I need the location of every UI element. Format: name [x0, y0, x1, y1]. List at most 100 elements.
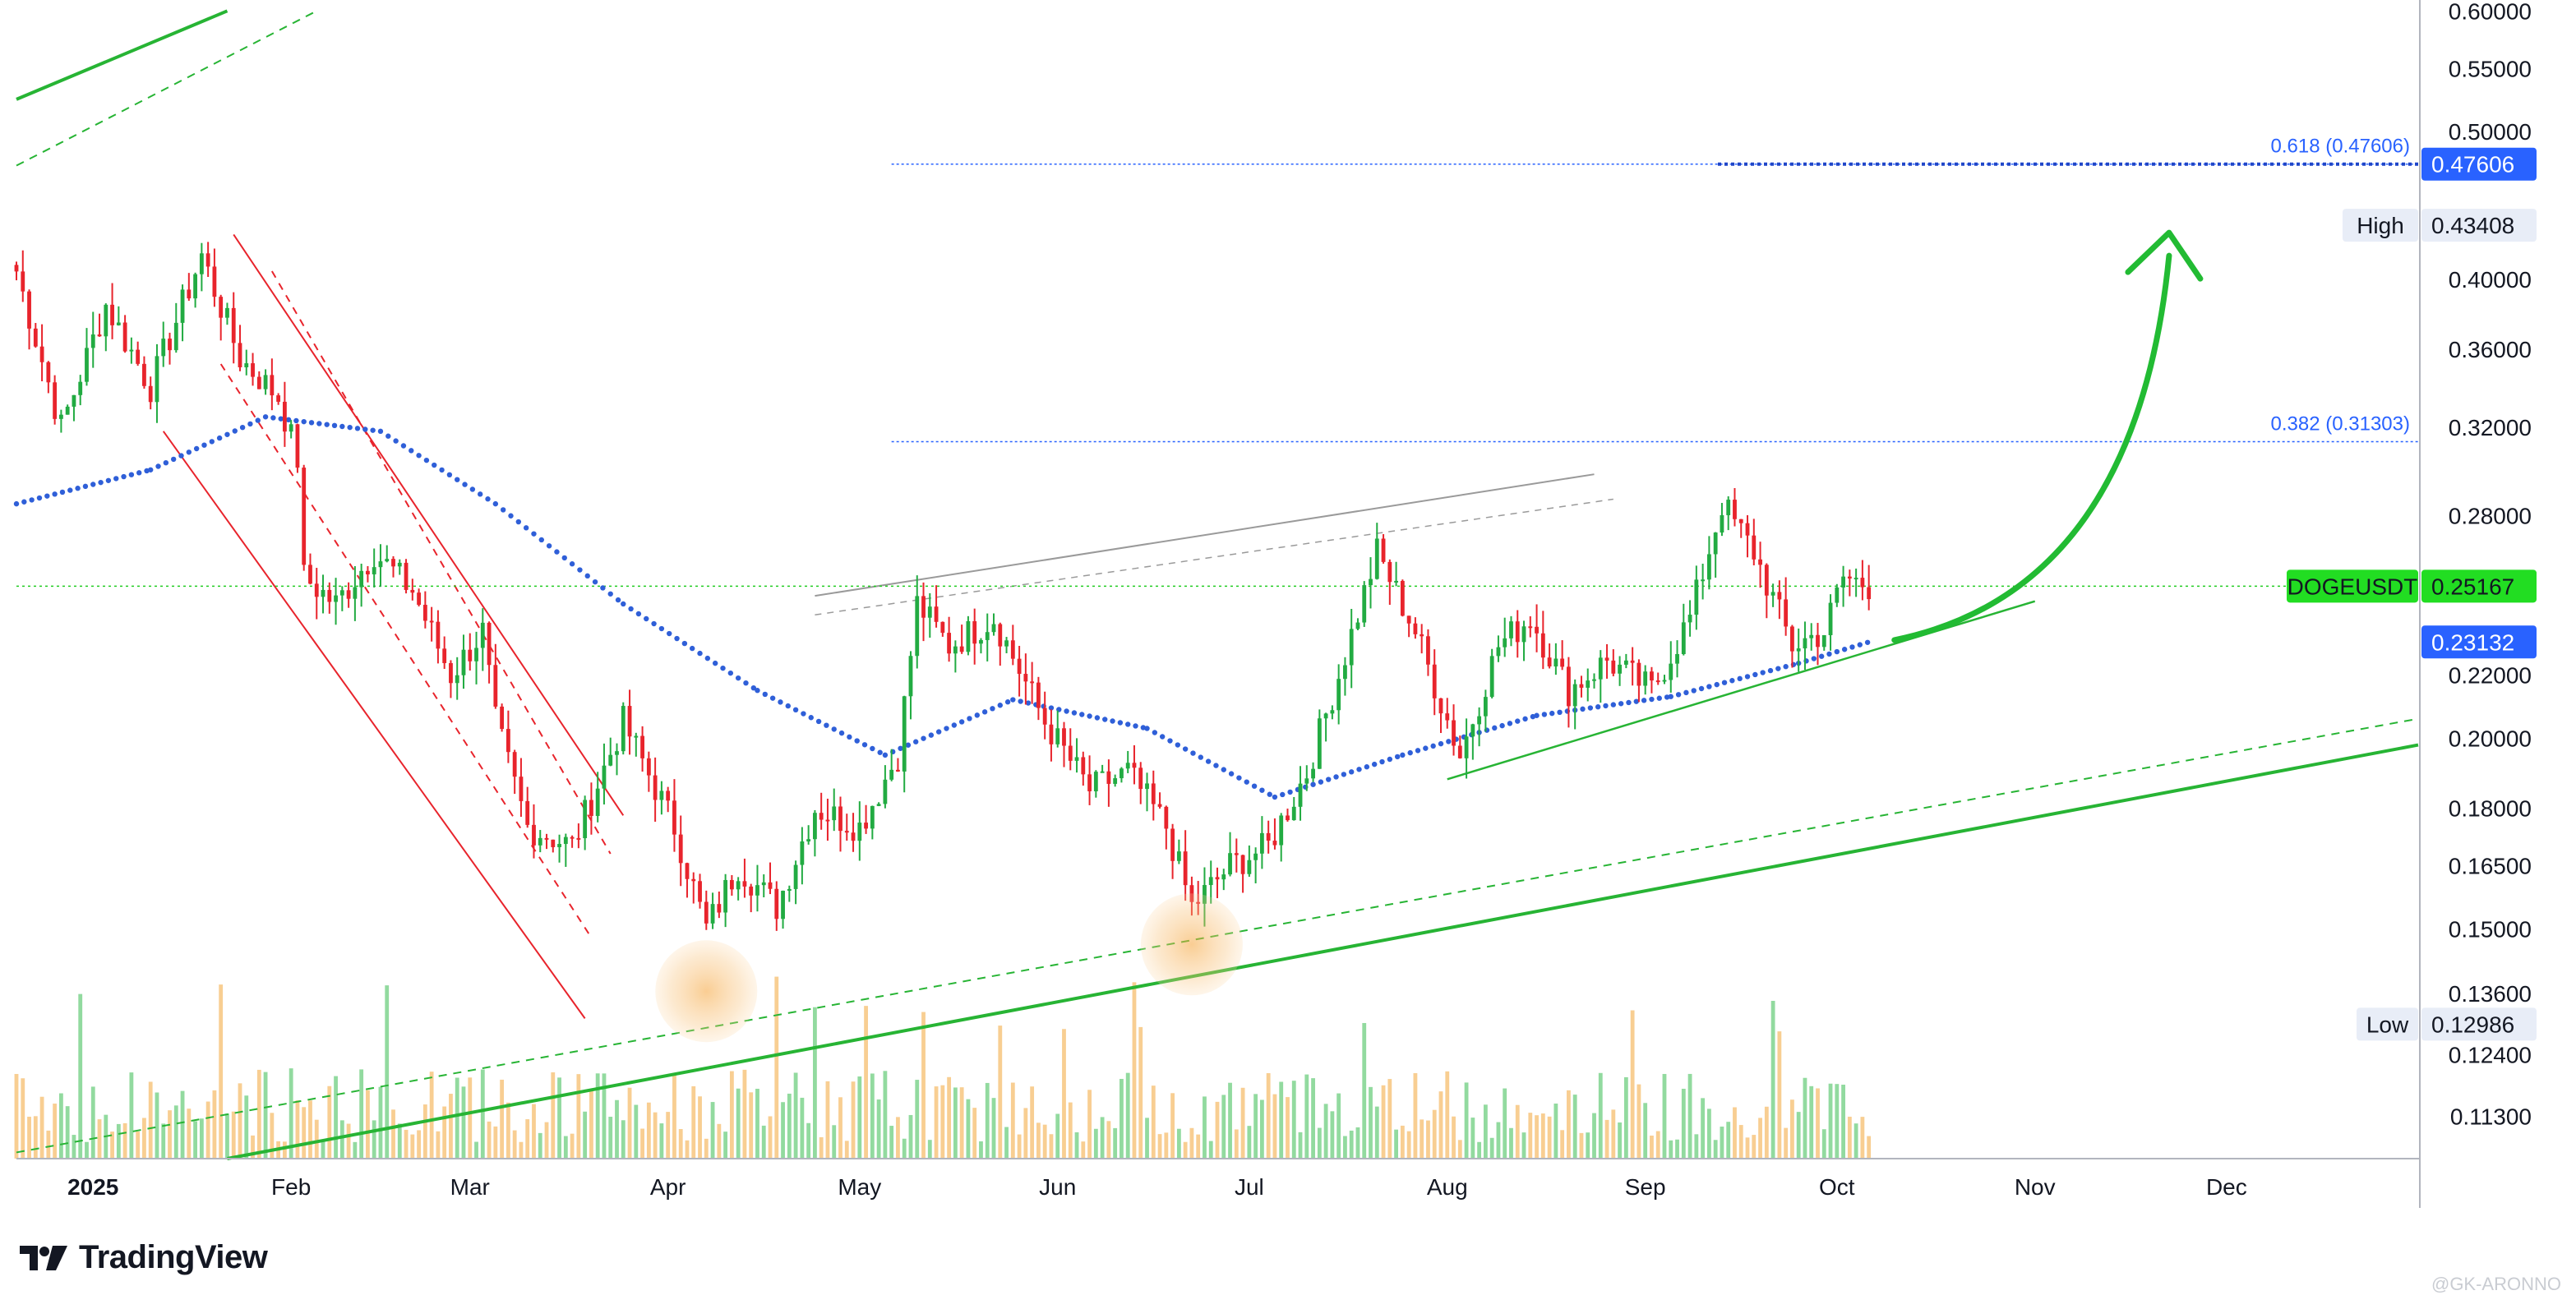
candle-body: [589, 800, 593, 816]
moving-average-dot: [735, 675, 741, 681]
candle-body: [1598, 657, 1603, 680]
moving-average-dot: [500, 507, 506, 513]
candle-body: [1681, 622, 1686, 655]
volume-bar: [442, 1106, 447, 1159]
volume-bar: [761, 1125, 766, 1159]
volume-bar: [1611, 1109, 1616, 1159]
moving-average-dot: [801, 711, 806, 717]
volume-bar: [1208, 1141, 1213, 1159]
candle-body: [14, 265, 19, 272]
volume-bar: [1650, 1135, 1654, 1159]
moving-average-dot: [808, 715, 814, 721]
volume-bar: [1330, 1111, 1335, 1159]
moving-average-dot: [1356, 767, 1362, 772]
time-tick-label: Sep: [1625, 1174, 1666, 1200]
volume-bar: [1470, 1118, 1475, 1159]
candle-body: [1687, 615, 1692, 623]
volume-bar: [678, 1129, 683, 1159]
volume-bar: [1483, 1104, 1488, 1159]
volume-bar: [1598, 1072, 1603, 1159]
moving-average-dot: [147, 467, 154, 472]
volume-bar: [1286, 1097, 1290, 1159]
candle-body: [148, 385, 153, 403]
candle-body: [723, 879, 728, 913]
volume-bar: [1867, 1136, 1872, 1159]
volume-bar: [698, 1096, 702, 1159]
volume-bar: [1055, 1113, 1060, 1159]
candle-body: [1387, 561, 1392, 583]
moving-average-dot: [1587, 705, 1594, 711]
candle-body: [429, 620, 434, 623]
candle-body: [385, 559, 390, 562]
moving-average-dot: [1610, 702, 1617, 708]
moving-average-dot: [339, 423, 345, 430]
moving-average-dot: [515, 519, 522, 525]
moving-average-dot: [1152, 730, 1158, 735]
candle-body: [538, 837, 542, 846]
moving-average-dot: [455, 477, 460, 482]
moving-average-dot: [1603, 703, 1609, 709]
candle-body: [1138, 767, 1143, 790]
volume-bar: [1567, 1090, 1571, 1159]
volume-bar: [339, 1120, 344, 1159]
candle-body: [1240, 855, 1245, 874]
moving-average-dot: [1752, 671, 1758, 678]
candle-body: [819, 813, 824, 820]
candle-body: [27, 291, 31, 329]
price-tick-label: 0.55000: [2449, 56, 2532, 81]
moving-average-dot: [1515, 718, 1521, 724]
moving-average-dot: [635, 611, 642, 617]
volume-bar: [110, 1132, 114, 1159]
moving-average-dot: [432, 462, 437, 468]
volume-bar: [506, 1102, 510, 1159]
volume-bar: [1323, 1104, 1328, 1159]
volume-bar: [1438, 1091, 1443, 1159]
volume-bar: [576, 1074, 581, 1159]
time-tick-label: Nov: [2015, 1174, 2056, 1200]
moving-average-dot: [1760, 670, 1766, 675]
volume-bar: [768, 1116, 773, 1159]
candle-body: [666, 790, 671, 801]
volume-bar: [1515, 1104, 1520, 1159]
moving-average-dot: [44, 493, 50, 499]
volume-bar: [551, 1072, 556, 1159]
candle-body: [1311, 768, 1315, 779]
volume-bar: [646, 1102, 651, 1159]
candle-body: [889, 769, 894, 780]
moving-average-dot: [1182, 746, 1189, 752]
volume-bar: [1023, 1108, 1028, 1159]
volume-bar: [1452, 1116, 1456, 1159]
candle-body: [155, 356, 159, 403]
moving-average-dot: [1744, 674, 1751, 680]
volume-bar: [1304, 1074, 1309, 1159]
candle-body: [1093, 772, 1098, 791]
candle-body: [698, 881, 702, 902]
candle-body: [1286, 815, 1290, 821]
moving-average-dot: [477, 491, 483, 497]
volume-bar: [308, 1100, 312, 1159]
candle-body: [436, 621, 441, 649]
upper-channel-dashed-line: [16, 10, 317, 167]
candle-body: [1854, 578, 1858, 580]
candle-body: [1470, 724, 1475, 737]
candle-body: [1841, 576, 1845, 588]
candle-body: [902, 696, 907, 772]
projection-arrow-head: [2125, 229, 2204, 282]
moving-average-dot: [1133, 723, 1138, 729]
moving-average-dot: [1244, 779, 1249, 785]
brand-name: TradingView: [79, 1239, 268, 1275]
moving-average-dot: [1167, 738, 1173, 744]
volume-bar: [417, 1130, 421, 1159]
bounce-highlight-circle: [1140, 893, 1243, 996]
candle-body: [1655, 680, 1660, 683]
moving-average-dot: [854, 738, 860, 744]
candle-body: [372, 567, 376, 574]
moving-average-dot: [1213, 763, 1219, 768]
moving-average-dot: [331, 422, 338, 429]
moving-average-dot: [621, 601, 626, 607]
volume-bar: [142, 1118, 146, 1159]
candle-body: [551, 839, 556, 847]
candle-body: [161, 339, 166, 357]
candle-body: [238, 343, 242, 368]
